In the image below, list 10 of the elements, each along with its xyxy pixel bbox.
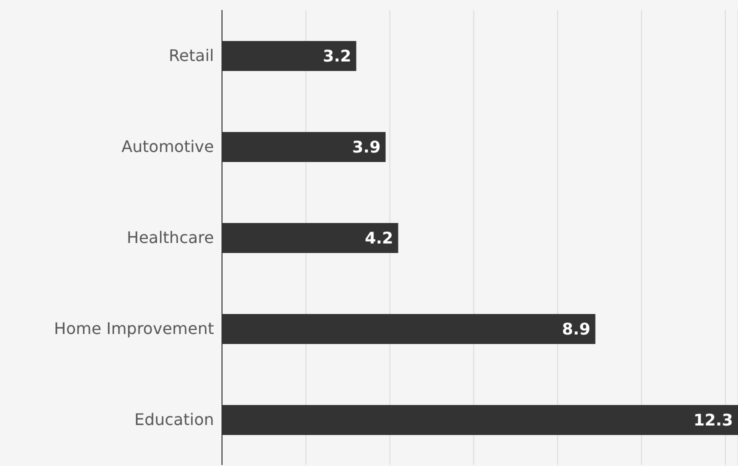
- data-label: 12.3: [694, 410, 733, 430]
- data-label: 3.2: [322, 46, 352, 66]
- data-label: 8.9: [562, 320, 590, 339]
- data-label: 3.9: [352, 138, 381, 157]
- y-tick-label: Healthcare: [126, 228, 214, 248]
- y-tick-label: Automotive: [121, 137, 214, 156]
- y-tick-label: Home Improvement: [54, 319, 214, 338]
- y-tick-label: Retail: [168, 46, 214, 66]
- y-tick-label: Education: [134, 410, 214, 430]
- data-label: 4.2: [364, 228, 394, 248]
